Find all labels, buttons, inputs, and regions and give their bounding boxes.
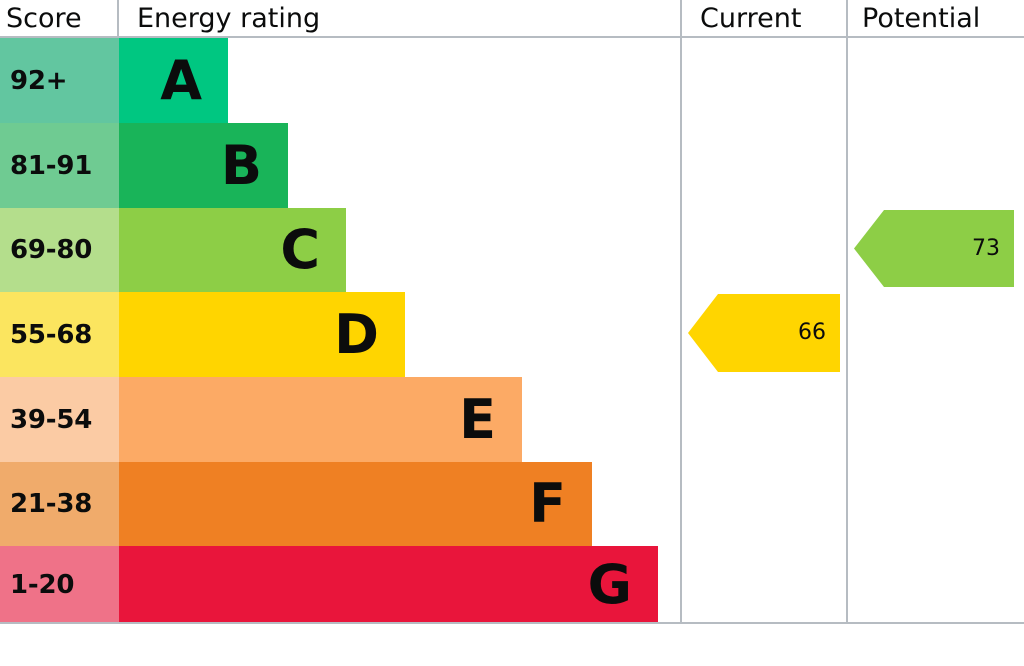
band-letter-g: G <box>587 553 632 616</box>
potential-rating-arrow: 73 <box>854 210 1014 287</box>
energy-band-bar-g: G <box>119 546 658 624</box>
score-range-c: 69-80 <box>0 208 119 292</box>
current-rating-arrow: 66 <box>688 294 840 372</box>
chart-bottom-border <box>0 622 1024 624</box>
score-range-g: 1-20 <box>0 546 119 624</box>
score-range-f: 21-38 <box>0 462 119 546</box>
energy-band-bar-a: A <box>119 38 228 123</box>
energy-band-bar-c: C <box>119 208 346 292</box>
energy-band-bar-f: F <box>119 462 592 546</box>
band-letter-a: A <box>160 48 202 112</box>
band-letter-c: C <box>280 218 320 281</box>
rating-column-divider <box>680 38 682 624</box>
header-label-score: Score <box>6 2 82 34</box>
energy-band-bar-d: D <box>119 292 405 377</box>
energy-band-list: 92+ A 81-91 B 69-80 C 55-68 D 39-54 E 21-38 F 1-20 G <box>0 38 682 624</box>
band-letter-f: F <box>529 472 566 535</box>
header-label-current: Current <box>700 2 802 34</box>
energy-band-row-d: 55-68 D <box>0 292 682 377</box>
energy-band-row-g: 1-20 G <box>0 546 682 624</box>
energy-band-bar-e: E <box>119 377 522 462</box>
current-rating-column: 66 <box>682 38 848 624</box>
potential-rating-value: 73 <box>972 235 1000 261</box>
header-label-potential: Potential <box>862 2 981 34</box>
score-range-e: 39-54 <box>0 377 119 462</box>
energy-band-row-c: 69-80 C <box>0 208 682 292</box>
score-range-b: 81-91 <box>0 123 119 208</box>
header-label-energy-rating: Energy rating <box>137 2 321 34</box>
current-rating-value: 66 <box>798 320 826 345</box>
score-range-d: 55-68 <box>0 292 119 377</box>
epc-energy-rating-chart: Score Energy rating Current Potential 92… <box>0 0 1024 624</box>
score-range-a: 92+ <box>0 38 119 123</box>
header-cell-current: Current <box>682 0 848 38</box>
energy-band-bar-b: B <box>119 123 288 208</box>
potential-rating-column: 73 <box>848 38 1024 624</box>
band-letter-d: D <box>334 302 379 366</box>
energy-band-row-e: 39-54 E <box>0 377 682 462</box>
band-letter-b: B <box>220 133 262 197</box>
header-cell-potential: Potential <box>848 0 1024 38</box>
header-cell-score: Score <box>0 0 119 38</box>
energy-band-row-a: 92+ A <box>0 38 682 123</box>
energy-band-row-f: 21-38 F <box>0 462 682 546</box>
band-letter-e: E <box>459 387 496 451</box>
energy-band-row-b: 81-91 B <box>0 123 682 208</box>
header-cell-energy-rating: Energy rating <box>119 0 682 38</box>
chart-header-row: Score Energy rating Current Potential <box>0 0 1024 38</box>
